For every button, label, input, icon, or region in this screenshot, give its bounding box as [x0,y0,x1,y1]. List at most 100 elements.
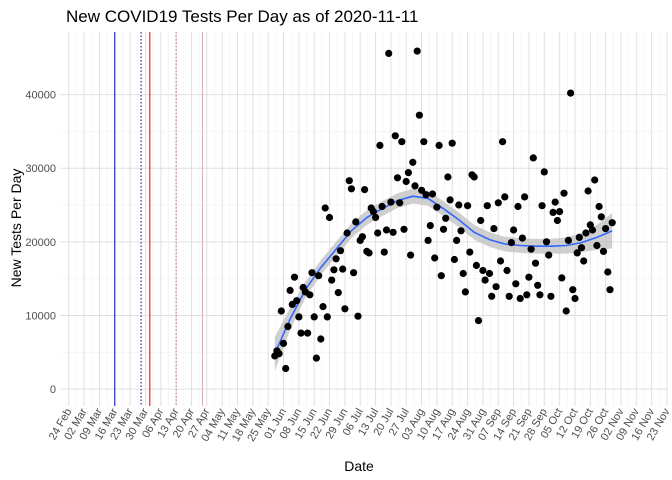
data-point [323,313,331,321]
data-point [492,283,500,291]
data-point [477,216,485,225]
data-point [595,202,603,211]
data-point [534,281,542,289]
data-point [282,364,290,373]
data-point [564,236,573,244]
data-point [457,227,465,235]
data-point [312,354,320,362]
data-point [501,193,509,201]
data-point [321,204,329,212]
reference-lines [114,32,203,406]
data-point [481,276,489,284]
data-point [369,208,377,216]
data-point [503,266,511,275]
y-tick-label: 30000 [25,163,56,175]
data-point [608,219,616,227]
data-point [374,229,382,237]
data-point [518,234,527,242]
data-point [461,288,469,296]
smooth-trend [274,195,613,355]
data-point [376,141,384,149]
data-point [573,249,581,257]
data-point [407,251,415,259]
data-point [593,241,601,250]
y-axis-title: New Tests Per Day [8,169,24,288]
data-point [516,294,524,303]
data-point [389,228,397,236]
data-point [577,244,586,252]
x-axis-title: Date [344,458,374,474]
data-point [569,286,577,294]
data-point [328,276,336,284]
data-point [442,214,450,222]
data-point [584,187,592,195]
data-points [271,47,616,373]
data-point [336,247,345,255]
data-point [453,236,461,244]
data-point [347,185,355,193]
data-point [466,248,474,256]
data-point [527,245,535,253]
data-point [435,141,443,149]
data-point [279,339,288,347]
data-point [365,249,373,257]
data-point [387,198,395,206]
data-point [284,322,292,331]
y-tick-label: 40000 [25,90,56,102]
data-point [319,303,327,311]
data-point [277,307,285,315]
data-point [490,225,498,233]
data-point [293,297,301,305]
data-point [400,225,408,233]
data-point [560,189,568,197]
data-point [339,265,347,273]
data-point [295,313,303,321]
data-point [402,177,410,186]
data-point [413,47,421,55]
data-point [494,199,502,207]
y-axis-ticks: 0 10000 20000 30000 40000 [25,90,56,396]
data-point [398,138,406,146]
y-tick-label: 20000 [25,237,56,249]
data-point [562,307,570,315]
data-point [380,248,388,256]
data-point [496,257,505,265]
data-point [334,289,342,297]
data-point [470,173,478,181]
data-point [575,233,583,241]
data-point [424,236,432,244]
data-point [415,111,423,119]
data-point [464,202,472,210]
data-point [474,317,483,325]
data-point [505,292,513,300]
data-point [418,186,426,194]
data-point [428,190,437,198]
data-point [529,154,537,162]
data-point [446,196,454,204]
y-tick-label: 10000 [25,310,56,322]
data-point [304,329,312,337]
data-point [531,259,540,267]
data-point [332,255,340,263]
data-point [286,286,294,294]
data-point [450,255,458,264]
data-point [325,213,334,222]
data-point [422,191,430,199]
data-point [558,274,566,282]
data-point [420,138,428,146]
data-point [488,292,496,300]
data-point [538,202,546,210]
data-point [521,193,529,201]
data-point [606,286,614,294]
data-point [459,269,467,278]
data-point [354,312,362,320]
data-point [404,169,412,177]
y-tick-label: 0 [50,384,56,396]
data-point [556,208,564,216]
data-point [315,272,323,280]
data-point [540,168,548,176]
data-point [509,226,518,234]
data-point [551,198,559,206]
